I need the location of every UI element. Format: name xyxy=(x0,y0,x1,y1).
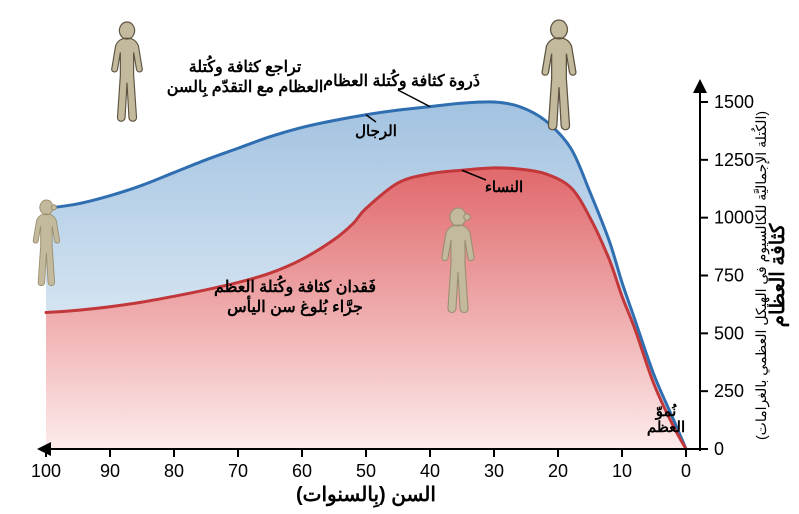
svg-text:100: 100 xyxy=(31,461,61,481)
svg-text:500: 500 xyxy=(714,323,744,343)
svg-text:30: 30 xyxy=(484,461,504,481)
svg-text:50: 50 xyxy=(356,461,376,481)
svg-text:20: 20 xyxy=(548,461,568,481)
svg-text:1250: 1250 xyxy=(714,150,754,170)
svg-text:0: 0 xyxy=(714,439,724,459)
svg-text:90: 90 xyxy=(100,461,120,481)
y-axis: 0 250 500 750 1000 1250 1500 xyxy=(700,86,754,459)
svg-text:1000: 1000 xyxy=(714,208,754,228)
y-axis-label-main: كثافة العظام xyxy=(767,223,790,327)
ann-peak: ذَروة كثافة وكُتلة العظام xyxy=(323,68,480,91)
svg-text:0: 0 xyxy=(681,461,691,481)
bone-density-chart: 0 10 20 30 40 50 60 70 80 90 100 0 250 500 750 1000 125… xyxy=(0,0,799,514)
ann-men: الرجال xyxy=(355,123,397,140)
leader-peak xyxy=(398,90,430,107)
svg-text:250: 250 xyxy=(714,381,744,401)
x-axis: 0 10 20 30 40 50 60 70 80 90 100 xyxy=(31,449,700,481)
svg-text:40: 40 xyxy=(420,461,440,481)
svg-text:70: 70 xyxy=(228,461,248,481)
ann-growth-1: نُموّ xyxy=(655,403,678,420)
svg-text:10: 10 xyxy=(612,461,632,481)
y-axis-label-sub: (الكُتلة الإجماليَّة للكالسيوم في الهيكل… xyxy=(751,111,770,440)
x-axis-label: السن (بِالسنوات) xyxy=(296,484,436,508)
svg-text:60: 60 xyxy=(292,461,312,481)
ann-decline-1: تراجع كثافة وكُتلة xyxy=(189,54,302,77)
ann-women: النساء xyxy=(485,179,523,196)
ann-decline-2: العظام مع التقدّم بِالسن xyxy=(167,79,324,98)
ann-growth-2: العظم xyxy=(647,419,685,436)
svg-text:1500: 1500 xyxy=(714,92,754,112)
svg-text:750: 750 xyxy=(714,266,744,286)
svg-text:80: 80 xyxy=(164,461,184,481)
